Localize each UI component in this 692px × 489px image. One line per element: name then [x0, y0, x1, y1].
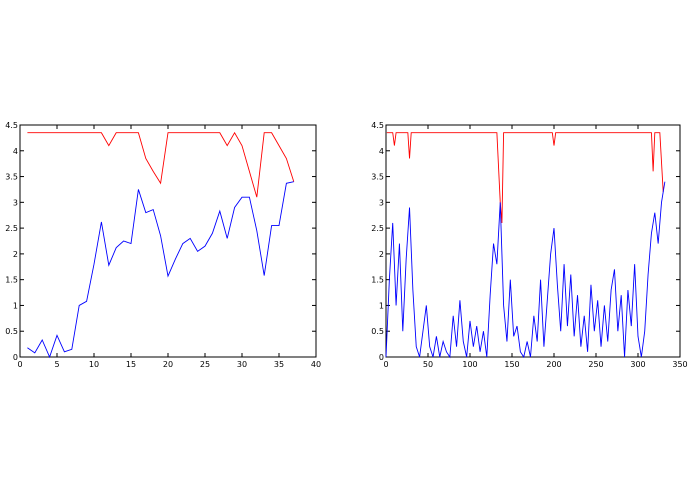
x-tick-label: 15 [126, 360, 136, 369]
x-tick-label: 0 [383, 360, 388, 369]
line-series [27, 181, 294, 359]
x-tick-label: 5 [54, 360, 59, 369]
x-tick-label: 250 [588, 360, 603, 369]
x-tick-label: 10 [89, 360, 99, 369]
y-tick-label: 0 [13, 353, 18, 362]
y-tick-label: 0 [379, 353, 384, 362]
y-tick-label: 3 [13, 198, 18, 207]
y-tick-label: 0.5 [371, 327, 384, 336]
x-tick-label: 40 [311, 360, 321, 369]
y-tick-label: 1 [13, 301, 18, 310]
x-tick-label: 20 [163, 360, 173, 369]
x-tick-label: 30 [237, 360, 247, 369]
line-series [27, 131, 295, 198]
y-tick-label: 2.5 [371, 224, 384, 233]
y-tick-label: 3.5 [371, 173, 384, 182]
x-tick-label: 35 [274, 360, 284, 369]
axes-frame [19, 124, 317, 358]
y-tick-label: 1.5 [371, 276, 384, 285]
line-series [385, 181, 666, 359]
y-tick-label: 4 [13, 147, 18, 156]
y-tick-label: 2 [379, 250, 384, 259]
y-tick-label: 2.5 [5, 224, 18, 233]
x-tick-label: 350 [672, 360, 687, 369]
x-tick-label: 0 [17, 360, 22, 369]
y-tick-label: 1 [379, 301, 384, 310]
line-series [386, 132, 664, 223]
x-tick-label: 25 [200, 360, 210, 369]
y-tick-label: 4.5 [371, 121, 384, 130]
y-tick-label: 2 [13, 250, 18, 259]
y-tick-label: 1.5 [5, 276, 18, 285]
x-tick-label: 200 [546, 360, 561, 369]
y-tick-label: 0.5 [5, 327, 18, 336]
x-tick-label: 50 [423, 360, 433, 369]
x-tick-label: 300 [630, 360, 645, 369]
y-tick-label: 4 [379, 147, 384, 156]
y-tick-label: 4.5 [5, 121, 18, 130]
y-tick-label: 3.5 [5, 173, 18, 182]
x-tick-label: 150 [504, 360, 519, 369]
x-tick-label: 100 [462, 360, 477, 369]
y-tick-label: 3 [379, 198, 384, 207]
